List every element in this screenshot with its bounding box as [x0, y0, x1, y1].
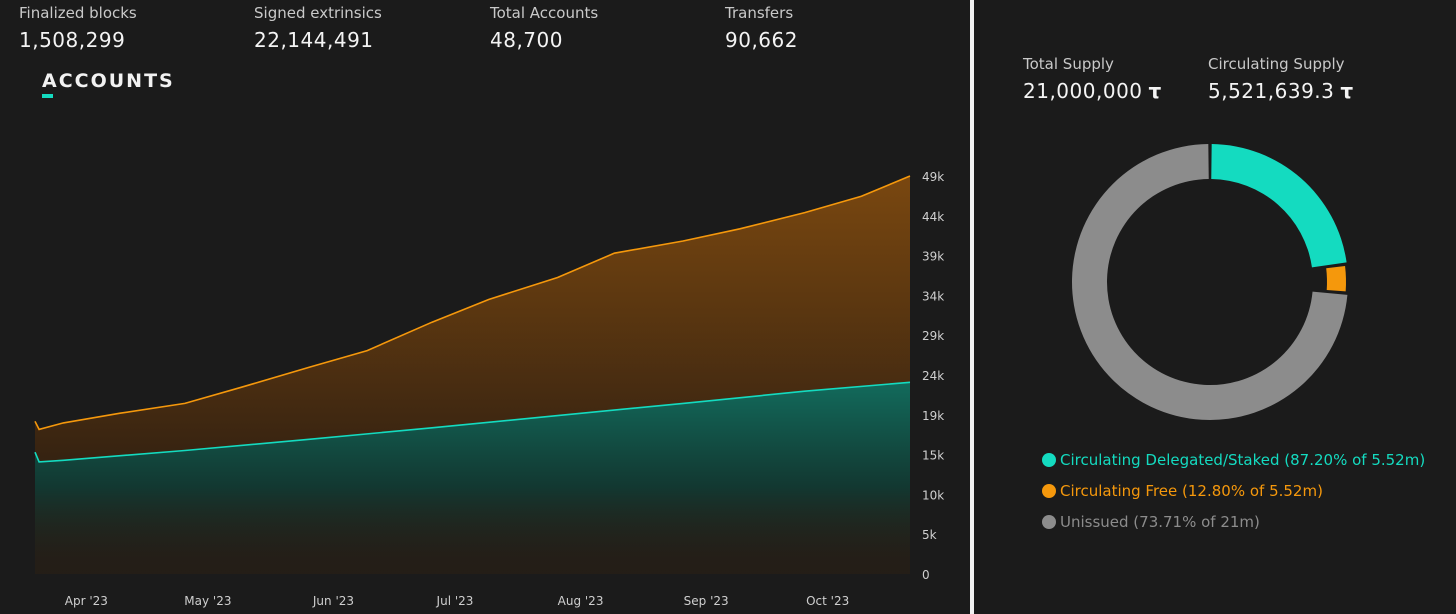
accounts-title-accent — [42, 94, 53, 98]
series-orange-line — [34, 175, 911, 431]
circulating-supply-value: 5,521,639.3 τ — [1208, 79, 1354, 103]
panel-divider — [970, 0, 974, 614]
stat-transfers: Transfers 90,662 — [725, 4, 798, 52]
y-tick-label: 19k — [922, 409, 944, 423]
stat-label: Total Accounts — [490, 4, 599, 22]
y-tick-label: 44k — [922, 210, 944, 224]
legend-dot — [1042, 515, 1056, 529]
stat-value: 48,700 — [490, 28, 563, 52]
series-teal-line — [34, 381, 911, 463]
y-tick-label: 15k — [922, 449, 944, 463]
circulating-supply-amount: 5,521,639.3 — [1208, 79, 1335, 103]
x-tick-label: Jul '23 — [436, 594, 474, 608]
accounts-chart-title: ACCOUNTS — [42, 70, 175, 92]
stat-total-accounts: Total Accounts 48,700 — [490, 4, 598, 52]
series-teal-area — [35, 382, 910, 574]
stat-finalized-blocks: Finalized blocks 1,508,299 — [19, 4, 137, 52]
legend-label: Circulating Delegated/Staked (87.20% of … — [1060, 451, 1426, 469]
circulating-supply-label: Circulating Supply — [1208, 55, 1345, 73]
y-tick-label: 24k — [922, 369, 944, 383]
tau-unit: τ — [1340, 79, 1354, 103]
stat-label: Transfers — [725, 4, 794, 22]
y-tick-label: 10k — [922, 488, 944, 502]
circulating-supply: Circulating Supply 5,521,639.3 τ — [1208, 55, 1354, 103]
x-tick-label: Jun '23 — [312, 594, 354, 608]
stat-value: 90,662 — [725, 28, 798, 52]
total-supply-amount: 21,000,000 — [1023, 79, 1143, 103]
legend-label: Circulating Free (12.80% of 5.52m) — [1060, 482, 1323, 500]
donut-legend: Circulating Delegated/Staked (87.20% of … — [1042, 448, 1442, 541]
y-tick-label: 29k — [922, 329, 944, 343]
y-tick-label: 5k — [922, 528, 937, 542]
supply-panel — [974, 0, 1456, 614]
legend-dot — [1042, 453, 1056, 467]
x-tick-label: Oct '23 — [806, 594, 849, 608]
stat-label: Signed extrinsics — [254, 4, 382, 22]
x-tick-label: Aug '23 — [558, 594, 604, 608]
y-tick-label: 49k — [922, 170, 944, 184]
legend-label: Unissued (73.71% of 21m) — [1060, 513, 1260, 531]
total-supply-value: 21,000,000 τ — [1023, 79, 1162, 103]
stat-value: 1,508,299 — [19, 28, 126, 52]
legend-item-delegated[interactable]: Circulating Delegated/Staked (87.20% of … — [1042, 448, 1442, 473]
stat-signed-extrinsics: Signed extrinsics 22,144,491 — [254, 4, 382, 52]
accounts-area-chart: 0 5k 10k 15k 19k 24k 29k 34k 39k 44k 49k Apr '23 Ma… — [34, 170, 944, 608]
donut-slice-delegated[interactable] — [1211, 144, 1347, 268]
total-supply-label: Total Supply — [1023, 55, 1114, 73]
stat-value: 22,144,491 — [254, 28, 374, 52]
tau-unit: τ — [1148, 79, 1162, 103]
legend-dot — [1042, 484, 1056, 498]
legend-item-unissued[interactable]: Unissued (73.71% of 21m) — [1042, 510, 1442, 535]
x-tick-label: Apr '23 — [65, 594, 108, 608]
x-tick-label: Sep '23 — [684, 594, 729, 608]
legend-item-free[interactable]: Circulating Free (12.80% of 5.52m) — [1042, 479, 1442, 504]
y-tick-label: 39k — [922, 250, 944, 264]
total-supply: Total Supply 21,000,000 τ — [1023, 55, 1162, 103]
stat-label: Finalized blocks — [19, 4, 137, 22]
x-tick-label: May '23 — [184, 594, 231, 608]
y-tick-label: 0 — [922, 568, 930, 582]
donut-slice-free[interactable] — [1326, 266, 1346, 292]
supply-donut-chart — [1072, 144, 1348, 420]
y-tick-label: 34k — [922, 289, 944, 303]
